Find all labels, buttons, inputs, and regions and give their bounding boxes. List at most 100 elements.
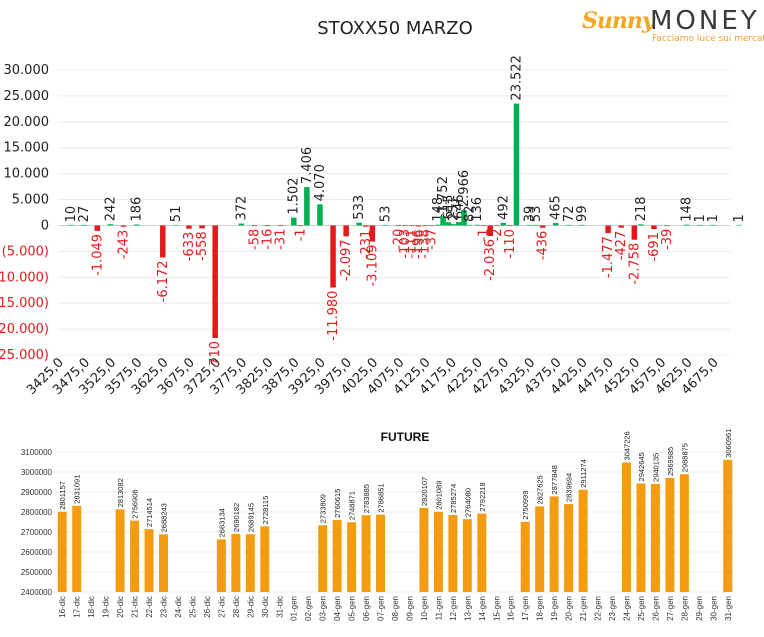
y-tick-label: 2900000 [21,488,53,497]
future-bar-label: 2820107 [420,477,429,506]
oi-bar-label: -436 [536,231,551,261]
oi-bar [382,224,389,226]
future-bar [535,506,545,592]
y-tick-label: 3100000 [21,448,53,457]
oi-bar-label: 23.522 [509,55,524,101]
oi-bar [736,224,742,226]
oi-bar-label: -20 [392,229,407,250]
future-bar [462,519,472,592]
x-tick-label: 18-gen [536,596,545,621]
oi-bar [291,217,297,226]
oi-bar-label: 492 [496,195,511,220]
oi-bar-label: 372 [234,196,249,221]
future-bar [419,507,429,592]
future-bar-label: 2831091 [73,475,82,504]
oi-bar-label: -2.097 [339,239,354,281]
oi-bar-label: -1.049 [90,234,105,276]
future-bar [650,483,660,592]
x-tick-label: 21-dic [131,596,140,618]
future-bar-label: 2714514 [145,498,154,527]
oi-bar-label: 251 [447,196,462,221]
x-tick-label: 11-gen [434,596,443,620]
future-bar [448,514,458,592]
oi-bar-label: -11.980 [326,291,341,341]
x-tick-label: 05-gen [348,596,357,621]
y-tick-label: (20.000) [0,322,49,337]
oi-bar [638,224,644,226]
oi-bar-label: -2 [490,228,505,241]
future-bar [115,509,125,592]
oi-bar-label: 615 [441,194,456,219]
y-tick-label: 25.000 [4,89,50,104]
oi-bar [199,225,205,229]
x-tick-label: 28-gen [680,596,689,621]
oi-bar-label: 1 [693,214,708,222]
oi-bar-label: -1 [293,228,308,241]
x-tick-label: 28-dic [232,596,241,618]
oi-bar [507,225,513,227]
future-bar [636,483,646,592]
oi-bar [395,225,402,227]
y-tick-label: 5.000 [12,193,49,208]
oi-bar-label: 10 [64,206,79,223]
oi-bar-label: -110 [503,229,518,259]
logo-tagline: Facciamo luce sui mercati [652,34,764,44]
future-bar [665,478,675,592]
x-tick-label: 25-gen [637,596,646,621]
oi-bar [238,223,245,226]
x-tick-label: 08-gen [391,596,400,621]
x-tick-label: 17-dic [73,596,82,618]
oi-bar-label: -427 [614,231,629,261]
oi-bar [421,225,428,227]
oi-bar [533,224,539,226]
future-bar [318,525,328,592]
x-tick-label: 27-gen [666,596,675,621]
oi-bar [120,225,127,227]
sunny-money-logo: Sunny MONEY Facciamo luce sui mercati [582,4,764,46]
future-bar-label: 2760615 [333,489,342,518]
future-bar [231,533,241,592]
future-bar [361,515,371,592]
oi-bar [343,225,349,237]
x-tick-label: 15-gen [492,596,501,621]
x-tick-label: 30-dic [261,596,270,618]
oi-bar [683,224,690,226]
x-tick-label: 16-dic [58,596,67,618]
oi-bar [445,222,452,226]
oi-bar [450,224,457,226]
x-tick-label: 24-gen [622,596,631,621]
oi-bar-label: 4.070 [313,164,328,201]
x-tick-label: 22-dic [145,596,154,618]
oi-bar [415,225,421,227]
oi-bar [304,187,310,226]
oi-bar [264,225,271,227]
future-bar [130,520,140,592]
future-bar [347,522,357,592]
oi-bar [487,225,493,237]
x-tick-label: 03-gen [319,596,328,621]
oi-bar [539,225,546,228]
future-bar-label: 2911274 [579,459,588,488]
oi-bar [456,222,462,226]
future-bar [564,504,574,592]
page-title: STOXX50 MARZO [317,18,473,39]
oi-bar [440,216,446,226]
future-bar-label: 2988875 [680,443,689,472]
future-bar [723,459,733,592]
open-interest-chart: (25.000) (20.000) (15.000) (10.000) (5.000) 0… [0,55,747,398]
oi-bar [664,225,670,227]
x-tick-label: 26-gen [651,596,660,621]
x-tick-label: 31-gen [724,596,733,621]
y-tick-label: 2600000 [21,548,53,557]
oi-bar [173,224,179,226]
oi-bar-label: 1.502 [287,177,302,214]
oi-bar [68,224,74,226]
y-tick-label: 3000000 [21,468,53,477]
x-tick-label: 01-gen [290,596,299,621]
y-tick-label: 15.000 [4,141,50,156]
future-bar-label: 2733809 [319,494,328,523]
oi-bar-label: -2.758 [627,243,642,285]
oi-bar [186,225,192,229]
oi-bar-label: -243 [116,230,131,260]
